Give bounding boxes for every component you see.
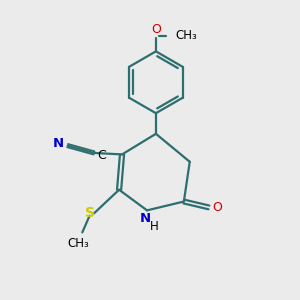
Text: N: N — [140, 212, 151, 225]
Text: S: S — [85, 206, 94, 220]
Text: O: O — [212, 201, 222, 214]
Text: H: H — [150, 220, 159, 233]
Text: N: N — [53, 137, 64, 150]
Text: CH₃: CH₃ — [67, 237, 89, 250]
Text: O: O — [151, 23, 161, 36]
Text: CH₃: CH₃ — [176, 29, 197, 42]
Text: C: C — [97, 149, 106, 162]
